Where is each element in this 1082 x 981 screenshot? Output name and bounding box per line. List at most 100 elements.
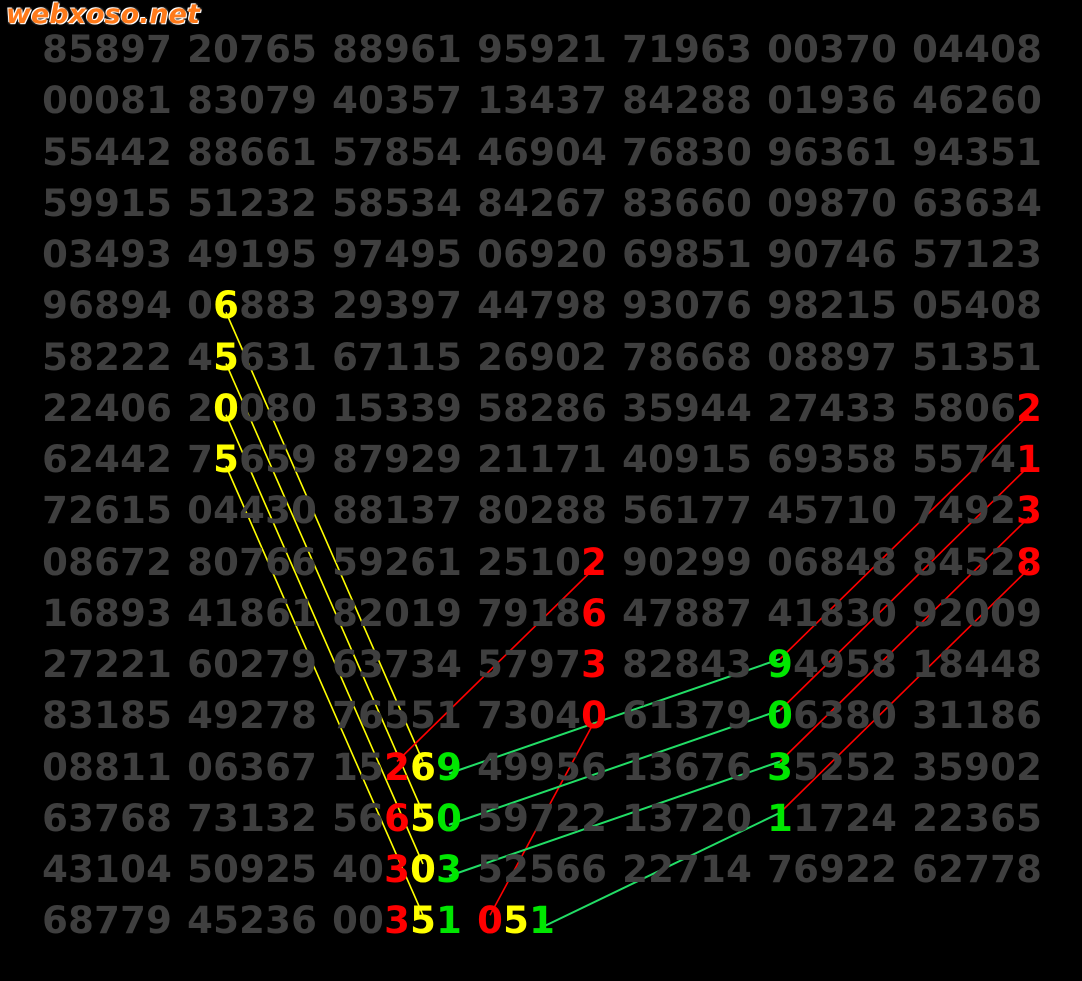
- digit: 0: [912, 28, 938, 71]
- digit: 4: [436, 643, 462, 686]
- link-line: [779, 414, 1030, 660]
- digit: 0: [213, 28, 239, 71]
- digit: 0: [990, 28, 1016, 71]
- digit: 1: [291, 335, 317, 379]
- digit: 9: [700, 540, 726, 584]
- digit: 8: [674, 233, 700, 276]
- digit: 6: [503, 233, 529, 276]
- digit: 2: [990, 540, 1016, 584]
- digit: 7: [819, 489, 845, 533]
- digit: 3: [912, 694, 938, 738]
- digit: 8: [674, 643, 700, 686]
- digit: 9: [648, 233, 674, 276]
- digit: 3: [938, 181, 964, 225]
- digit: 4: [938, 489, 964, 533]
- digit: 7: [265, 694, 291, 738]
- digit: 2: [622, 848, 648, 891]
- digit: 3: [410, 181, 436, 225]
- digit: 1: [94, 848, 120, 891]
- digit: 4: [964, 284, 990, 328]
- digit: 4: [700, 386, 726, 430]
- digit: 4: [213, 489, 239, 533]
- digit: 2: [674, 540, 700, 584]
- digit: 8: [845, 694, 871, 738]
- digit: 3: [648, 745, 674, 789]
- digit: 2: [239, 899, 265, 943]
- highlighted-digit: 6: [213, 284, 239, 328]
- digit: 8: [239, 284, 265, 328]
- digit: 5: [291, 28, 317, 71]
- digit: 8: [187, 130, 213, 174]
- digit: 2: [146, 438, 172, 481]
- digit: 8: [384, 130, 410, 174]
- digit: 6: [726, 284, 752, 328]
- digit: 9: [767, 284, 793, 328]
- digit: 9: [120, 284, 146, 328]
- digit: 2: [291, 181, 317, 225]
- digit: 4: [94, 233, 120, 276]
- digit: 4: [938, 540, 964, 584]
- digit: 7: [120, 899, 146, 943]
- digit: 6: [94, 489, 120, 533]
- digit: 9: [964, 745, 990, 789]
- digit: 9: [213, 233, 239, 276]
- digit: 8: [94, 591, 120, 635]
- digit: 2: [239, 694, 265, 738]
- digit: 2: [871, 745, 897, 789]
- digit: 7: [384, 643, 410, 686]
- digit: 3: [648, 284, 674, 328]
- digit: 9: [384, 438, 410, 481]
- digit: 0: [291, 489, 317, 533]
- digit: 2: [477, 438, 503, 481]
- digit: 5: [871, 284, 897, 328]
- digit: 5: [291, 848, 317, 891]
- digit: 4: [819, 386, 845, 430]
- digit: 0: [42, 540, 68, 584]
- digit: 5: [529, 848, 555, 891]
- digit: 9: [793, 438, 819, 481]
- digit: 4: [622, 591, 648, 635]
- digit: 0: [767, 79, 793, 123]
- digit: 8: [990, 694, 1016, 738]
- digit: 4: [94, 130, 120, 174]
- digit: 3: [68, 233, 94, 276]
- digit: 7: [845, 28, 871, 71]
- digit: 6: [622, 694, 648, 738]
- digit: 2: [871, 848, 897, 891]
- link-line: [489, 721, 595, 916]
- digit: 1: [332, 745, 358, 789]
- digit: 8: [94, 284, 120, 328]
- digit: 8: [265, 386, 291, 430]
- digit: 0: [503, 489, 529, 533]
- digit: 9: [555, 284, 581, 328]
- digit: 1: [912, 643, 938, 686]
- digit: 0: [358, 848, 384, 891]
- digit: 4: [555, 694, 581, 738]
- digit: 2: [239, 643, 265, 686]
- digit: 2: [990, 489, 1016, 533]
- digit: 4: [436, 181, 462, 225]
- digit: 4: [700, 643, 726, 686]
- digit: 9: [503, 796, 529, 840]
- digit: 0: [648, 540, 674, 584]
- digit: 9: [767, 130, 793, 174]
- digit: 2: [819, 745, 845, 789]
- digit: 9: [120, 28, 146, 71]
- digit: 5: [146, 694, 172, 738]
- digit: 4: [94, 438, 120, 481]
- digit: 9: [436, 386, 462, 430]
- digit: 9: [265, 233, 291, 276]
- digit: 3: [726, 28, 752, 71]
- highlighted-digit: 3: [436, 848, 462, 891]
- digit: 3: [68, 848, 94, 891]
- digit: 0: [581, 233, 607, 276]
- digit: 1: [213, 591, 239, 635]
- digit: 1: [120, 489, 146, 533]
- digit: 7: [358, 233, 384, 276]
- digit: 5: [845, 643, 871, 686]
- digit: 5: [68, 28, 94, 71]
- digit: 4: [94, 386, 120, 430]
- digit: 8: [332, 489, 358, 533]
- digit: 4: [477, 130, 503, 174]
